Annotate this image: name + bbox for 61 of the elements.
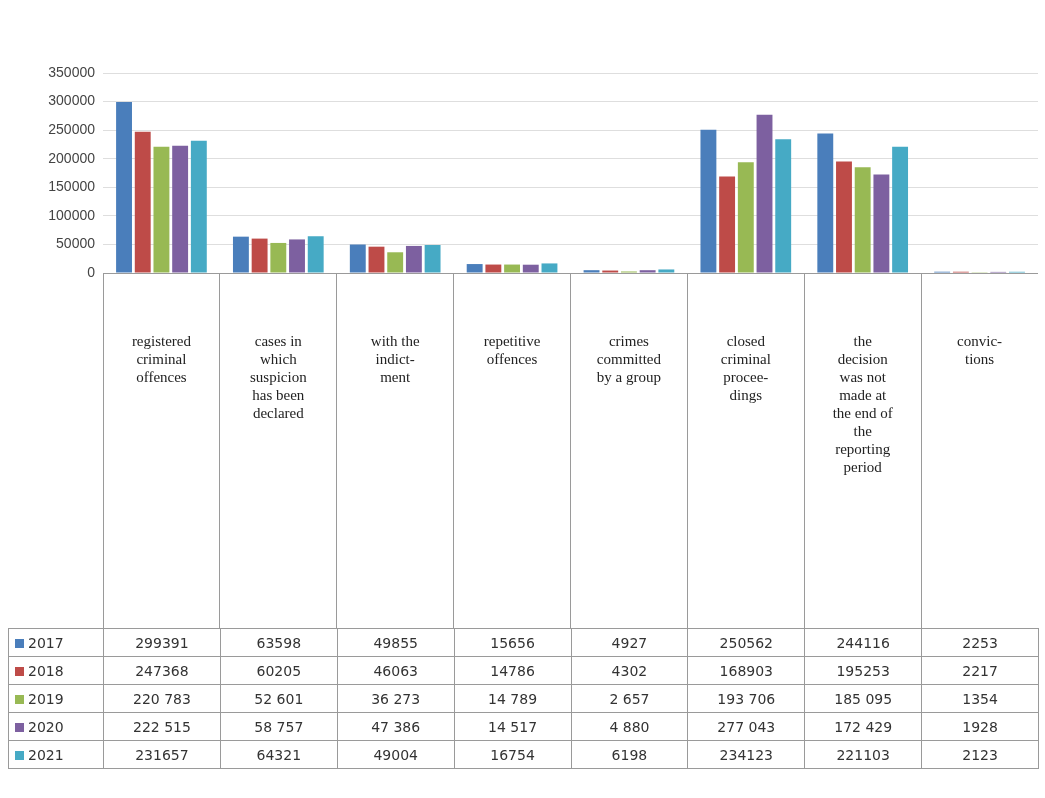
legend-label: 2021 — [28, 746, 64, 763]
y-tick-label: 50000 — [56, 235, 96, 252]
data-label: 172 429 — [804, 712, 922, 741]
x-tick-label: crimes committed by a group — [596, 332, 662, 385]
data-label: 2123 — [921, 740, 1039, 769]
data-label: 185 095 — [804, 684, 922, 713]
data-label: 247368 — [103, 656, 221, 685]
data-label: 2217 — [921, 656, 1039, 685]
x-tick-label: closed criminal procee- dings — [720, 332, 771, 403]
data-label: 49855 — [337, 628, 455, 657]
data-label: 52 601 — [220, 684, 338, 713]
y-tick-label: 150000 — [48, 178, 96, 195]
data-label: 277 043 — [687, 712, 805, 741]
data-label: 250562 — [687, 628, 805, 657]
y-tick-label: 100000 — [48, 206, 96, 223]
data-label: 1354 — [921, 684, 1039, 713]
data-label: 6198 — [571, 740, 688, 769]
data-label: 58 757 — [220, 712, 338, 741]
data-label: 4302 — [571, 656, 688, 685]
y-tick-label: 350000 — [48, 63, 96, 80]
data-label: 49004 — [337, 740, 455, 769]
y-tick-label: 200000 — [48, 149, 96, 166]
data-label: 14786 — [454, 656, 571, 685]
data-label: 46063 — [337, 656, 455, 685]
data-label: 195253 — [804, 656, 922, 685]
data-label: 16754 — [454, 740, 571, 769]
data-label: 15656 — [454, 628, 571, 657]
data-label: 1928 — [921, 712, 1039, 741]
x-tick-label: repetitive offences — [483, 332, 541, 367]
y-tick-label: 300000 — [48, 92, 96, 109]
data-label: 234123 — [687, 740, 805, 769]
x-tick-label: cases in which suspicion has been declared — [249, 332, 308, 421]
legend-label: 2017 — [28, 634, 64, 651]
x-tick-label: the decision was not made at the end of the reporting period — [832, 332, 893, 475]
legend-label: 2020 — [28, 718, 64, 735]
data-label: 244116 — [804, 628, 922, 657]
data-label: 4927 — [571, 628, 688, 657]
data-label: 2253 — [921, 628, 1039, 657]
data-label: 64321 — [220, 740, 338, 769]
data-label: 14 517 — [454, 712, 571, 741]
data-label: 168903 — [687, 656, 805, 685]
data-label: 14 789 — [454, 684, 571, 713]
data-label: 299391 — [103, 628, 221, 657]
data-label: 222 515 — [103, 712, 221, 741]
x-tick-label: convic- tions — [957, 332, 1003, 367]
data-label: 231657 — [103, 740, 221, 769]
data-label: 2 657 — [571, 684, 688, 713]
legend-label: 2018 — [28, 662, 64, 679]
data-label: 47 386 — [337, 712, 455, 741]
data-label: 193 706 — [687, 684, 805, 713]
data-label: 220 783 — [103, 684, 221, 713]
data-label: 36 273 — [337, 684, 455, 713]
data-label: 4 880 — [571, 712, 688, 741]
data-label: 63598 — [220, 628, 338, 657]
x-tick-label: with the indict- ment — [370, 332, 420, 385]
data-label: 60205 — [220, 656, 338, 685]
x-tick-label: registered criminal offences — [131, 332, 192, 385]
legend-label: 2019 — [28, 690, 64, 707]
y-tick-label: 250000 — [48, 121, 96, 137]
data-label: 221103 — [804, 740, 922, 769]
y-tick-label: 0 — [87, 263, 96, 280]
